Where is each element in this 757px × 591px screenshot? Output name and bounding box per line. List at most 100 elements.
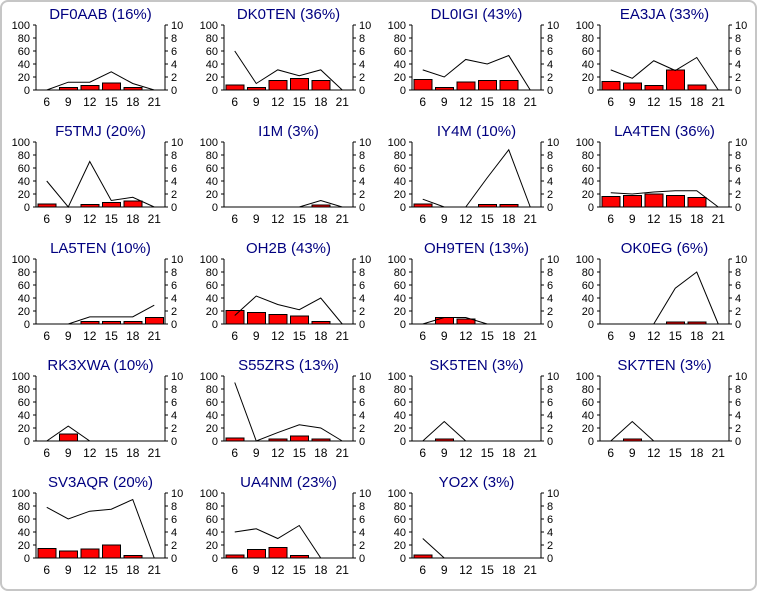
- svg-text:15: 15: [481, 95, 495, 109]
- svg-text:21: 21: [712, 446, 726, 460]
- svg-text:21: 21: [147, 329, 161, 343]
- svg-text:100: 100: [200, 137, 218, 149]
- svg-text:6: 6: [171, 280, 177, 292]
- svg-text:100: 100: [11, 20, 29, 32]
- svg-text:9: 9: [629, 446, 636, 460]
- svg-text:0: 0: [588, 436, 594, 448]
- svg-text:40: 40: [17, 410, 29, 422]
- svg-text:8: 8: [735, 384, 741, 396]
- svg-text:10: 10: [735, 137, 747, 149]
- bars: [623, 438, 643, 442]
- svg-text:4: 4: [171, 410, 177, 422]
- svg-text:18: 18: [502, 95, 516, 109]
- svg-text:40: 40: [394, 527, 406, 539]
- svg-text:40: 40: [17, 59, 29, 71]
- chart-title: RK3XWA (10%): [47, 357, 153, 374]
- svg-text:15: 15: [104, 95, 118, 109]
- svg-text:0: 0: [212, 319, 218, 331]
- svg-text:21: 21: [524, 446, 538, 460]
- svg-text:6: 6: [43, 563, 50, 577]
- mini-chart-OH2B: OH2B (43%) 0 0 20 2 40 4 60 6 80 8 100 10 6 9 12 15 18 21: [190, 237, 378, 354]
- svg-text:2: 2: [547, 72, 553, 84]
- svg-text:6: 6: [608, 446, 615, 460]
- signal-line: [234, 50, 343, 91]
- svg-text:15: 15: [669, 95, 683, 109]
- svg-text:9: 9: [65, 563, 72, 577]
- chart-title: UA4NM (23%): [240, 474, 337, 491]
- mini-chart-OK0EG: OK0EG (6%) 0 0 20 2 40 4 60 6 80 8 100 10 6 9 12 15 18 21: [567, 237, 755, 354]
- svg-text:15: 15: [481, 563, 495, 577]
- svg-text:6: 6: [43, 95, 50, 109]
- svg-text:40: 40: [582, 410, 594, 422]
- svg-text:80: 80: [394, 501, 406, 513]
- axes: [220, 375, 356, 442]
- svg-text:18: 18: [126, 563, 140, 577]
- svg-text:2: 2: [359, 189, 365, 201]
- svg-text:9: 9: [65, 212, 72, 226]
- svg-text:8: 8: [359, 501, 365, 513]
- svg-text:20: 20: [17, 189, 29, 201]
- mini-chart-SV3AQR: SV3AQR (20%) 0 0 20 2 40 4 60 6 80 8 100 10 6 9 12 15 18 2…: [2, 471, 190, 588]
- svg-text:2: 2: [547, 540, 553, 552]
- svg-text:20: 20: [582, 189, 594, 201]
- svg-text:8: 8: [359, 267, 365, 279]
- svg-text:60: 60: [206, 397, 218, 409]
- signal-line: [234, 524, 343, 559]
- svg-text:9: 9: [441, 446, 448, 460]
- svg-text:80: 80: [394, 33, 406, 45]
- svg-text:6: 6: [420, 212, 427, 226]
- svg-text:6: 6: [735, 163, 741, 175]
- svg-text:8: 8: [735, 150, 741, 162]
- svg-text:2: 2: [171, 423, 177, 435]
- svg-text:40: 40: [394, 410, 406, 422]
- svg-text:100: 100: [11, 137, 29, 149]
- svg-text:18: 18: [126, 446, 140, 460]
- svg-text:9: 9: [441, 95, 448, 109]
- svg-text:20: 20: [394, 189, 406, 201]
- svg-text:4: 4: [359, 293, 365, 305]
- x-tick-labels: 6 9 12 15 18 21: [608, 95, 726, 109]
- svg-text:40: 40: [17, 176, 29, 188]
- signal-line: [422, 54, 531, 91]
- axes: [597, 258, 733, 325]
- svg-text:0: 0: [24, 553, 30, 565]
- x-tick-labels: 6 9 12 15 18 21: [420, 563, 538, 577]
- svg-text:15: 15: [669, 212, 683, 226]
- chart-title: EA3JA (33%): [620, 6, 709, 23]
- svg-text:100: 100: [11, 371, 29, 383]
- mini-chart-LA5TEN: LA5TEN (10%) 0 0 20 2 40 4 60 6 80 8 100 10 6 9 12 15 18 2…: [2, 237, 190, 354]
- bars: [666, 321, 707, 325]
- svg-text:18: 18: [502, 212, 516, 226]
- svg-text:9: 9: [629, 212, 636, 226]
- chart-title: OH9TEN (13%): [424, 240, 529, 257]
- chart-title: I1M (3%): [258, 123, 319, 140]
- svg-text:8: 8: [171, 384, 177, 396]
- svg-text:4: 4: [547, 293, 553, 305]
- svg-text:6: 6: [231, 563, 238, 577]
- bars: [311, 204, 331, 208]
- svg-text:9: 9: [253, 95, 260, 109]
- mini-chart-UA4NM: UA4NM (23%) 0 0 20 2 40 4 60 6 80 8 100 10 6 9 12 15 18 21: [190, 471, 378, 588]
- svg-text:2: 2: [359, 540, 365, 552]
- svg-text:80: 80: [17, 501, 29, 513]
- svg-text:6: 6: [231, 95, 238, 109]
- svg-text:10: 10: [359, 20, 371, 32]
- axes: [597, 141, 733, 208]
- signal-line: [422, 420, 531, 442]
- svg-text:60: 60: [394, 514, 406, 526]
- svg-text:2: 2: [171, 189, 177, 201]
- svg-text:40: 40: [17, 527, 29, 539]
- svg-text:40: 40: [206, 410, 218, 422]
- signal-line: [234, 382, 343, 442]
- svg-text:18: 18: [690, 329, 704, 343]
- svg-text:9: 9: [441, 329, 448, 343]
